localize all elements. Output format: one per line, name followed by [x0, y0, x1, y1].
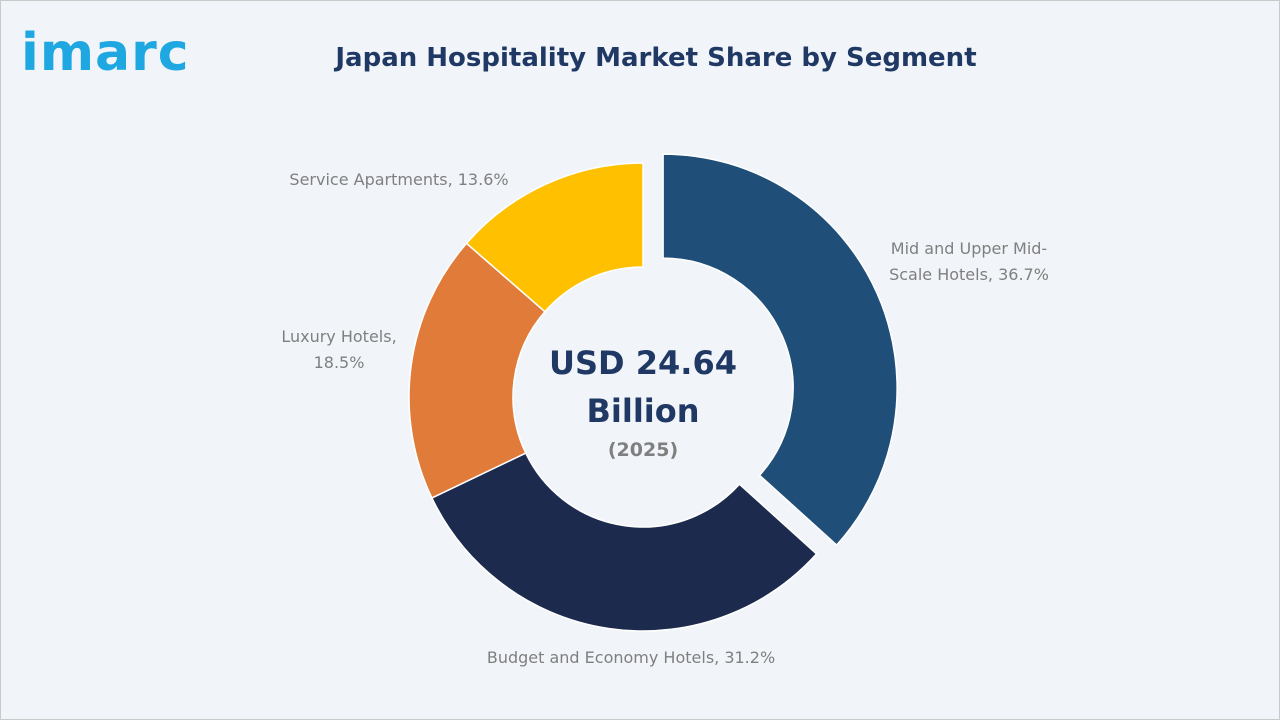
chart-title: Japan Hospitality Market Share by Segmen…	[335, 43, 977, 73]
center-text: USD 24.64 Billion	[549, 344, 737, 430]
donut-slice	[430, 452, 818, 632]
donut-slice	[408, 242, 547, 499]
center-subtext: (2025)	[607, 439, 679, 461]
logo: imarc	[21, 23, 190, 83]
donut-slice	[662, 153, 898, 547]
data-label: Luxury Hotels, 18.5%	[281, 327, 397, 372]
data-label: Mid and Upper Mid-Scale Hotels, 36.7%	[889, 239, 1049, 284]
donut-slice	[465, 162, 644, 313]
data-label: Budget and Economy Hotels, 31.2%	[486, 648, 776, 667]
data-label: Service Apartments, 13.6%	[289, 170, 509, 189]
